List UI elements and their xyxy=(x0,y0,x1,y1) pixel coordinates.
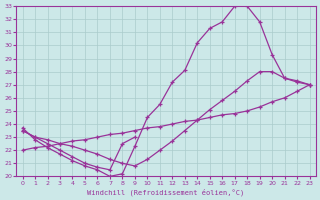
X-axis label: Windchill (Refroidissement éolien,°C): Windchill (Refroidissement éolien,°C) xyxy=(87,188,245,196)
